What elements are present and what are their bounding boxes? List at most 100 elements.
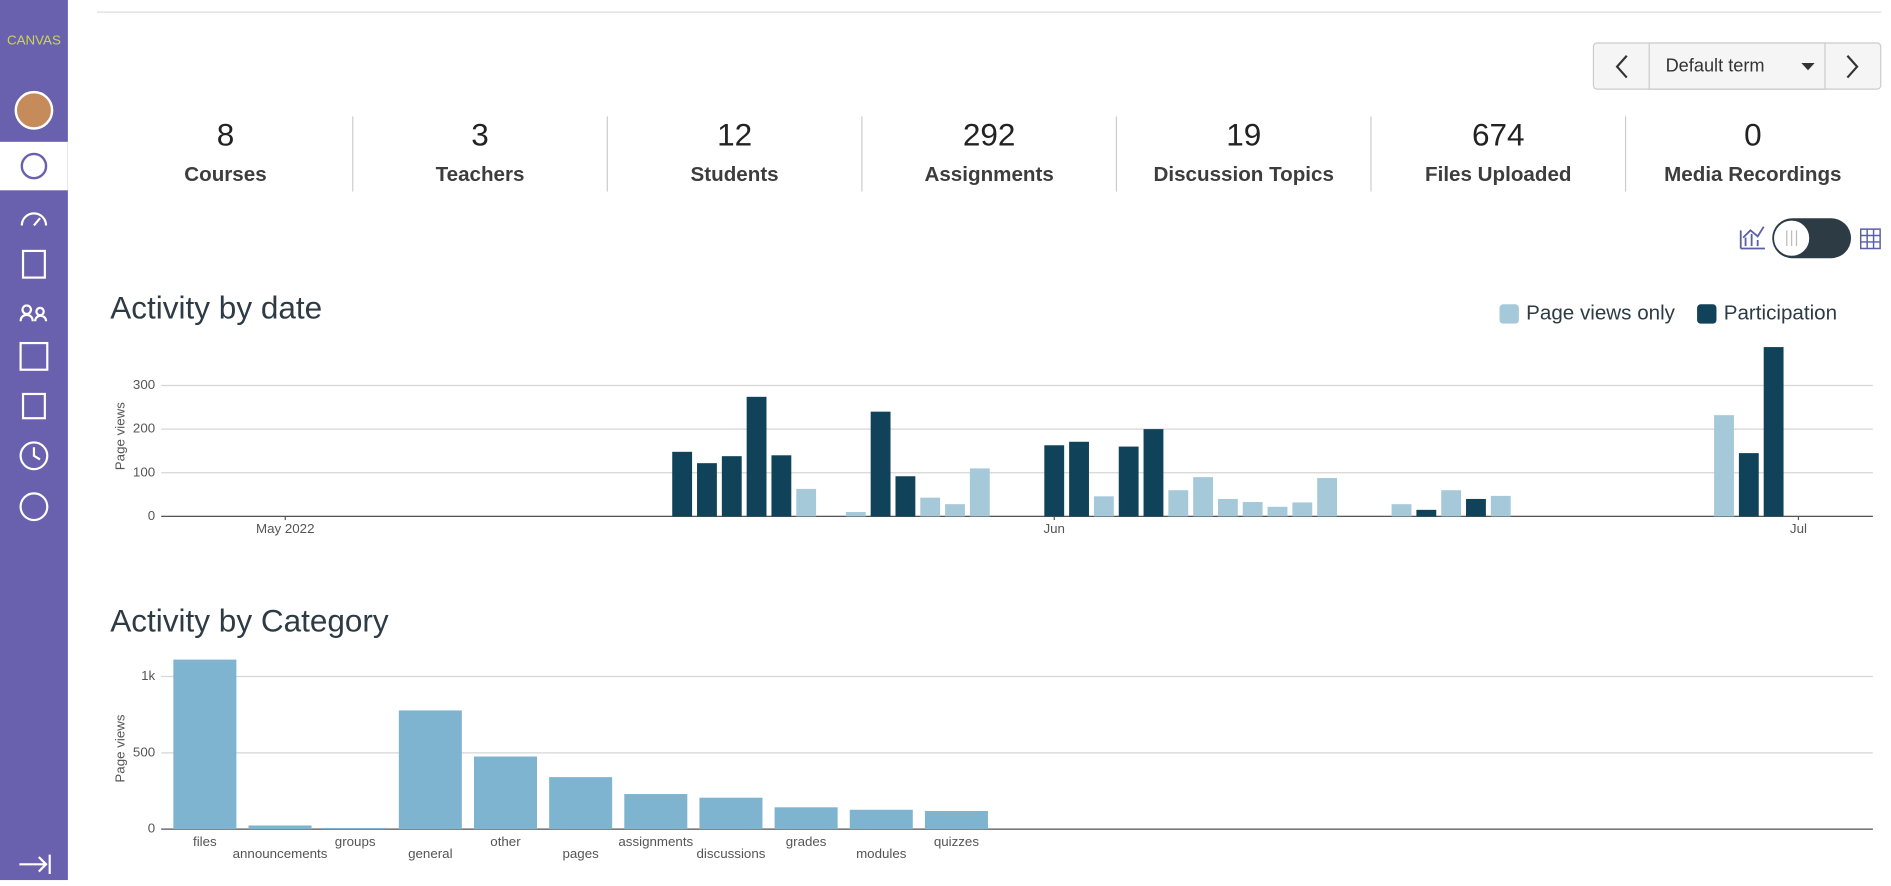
chart-title: Activity by Category [110,602,389,638]
y-tick-label: 0 [148,821,155,836]
courses-icon[interactable] [21,249,46,279]
bar [672,451,693,517]
stat-value: 3 [471,116,489,152]
bar [920,497,941,517]
inbox-icon[interactable] [21,392,46,420]
x-tick-label: Jul [1790,521,1807,536]
legend-swatch [1499,304,1519,324]
y-axis-label: Page views [113,714,128,782]
x-tick-label: discussions [697,846,766,861]
stat-label: Files Uploaded [1425,163,1571,186]
sidebar-icons: CANVAS [0,33,68,874]
calendar-icon[interactable] [19,341,49,371]
y-tick-label: 200 [133,421,155,436]
dropdown-caret [1801,63,1815,71]
bar [1118,446,1139,517]
dashboard-icon[interactable] [20,212,48,227]
y-tick-label: 300 [133,377,155,392]
bar [1217,498,1238,517]
bar [624,794,688,830]
next-term[interactable] [1846,55,1859,79]
bar [398,710,462,830]
avatar[interactable] [14,90,54,130]
bar [1069,441,1089,517]
term-selector[interactable]: Default term [1592,42,1882,90]
bar [924,810,988,830]
stat-label: Courses [184,163,266,186]
bar [969,468,990,517]
admin-icon[interactable] [20,152,48,180]
chart-icon[interactable] [1739,226,1765,250]
collapse-icon[interactable] [19,854,51,874]
bar [721,456,742,517]
y-tick-label: 500 [133,744,155,759]
bar [1466,498,1486,517]
people-icon[interactable] [19,304,48,322]
bar [1391,504,1412,517]
x-tick-label: pages [562,846,599,861]
bar [1292,502,1313,517]
x-tick-label: Jun [1043,521,1065,536]
bar [248,825,312,830]
active-nav[interactable] [0,141,68,191]
view-toggle[interactable] [1739,218,1881,259]
bar [746,396,767,517]
x-tick-label: quizzes [934,834,980,849]
bar [774,807,838,830]
bar [895,476,916,517]
x-tick-label: modules [856,846,907,861]
x-tick-label: general [408,846,453,861]
prev-term[interactable] [1615,55,1628,79]
stat-label: Teachers [436,163,525,186]
x-tick-label: grades [786,834,827,849]
bar [1093,496,1114,517]
help-icon[interactable] [19,492,49,522]
legend-swatch [1697,304,1717,324]
stat-value: 0 [1744,116,1762,152]
bar [945,504,965,517]
bar [1193,477,1214,517]
bar [845,512,866,517]
bar [1267,506,1288,517]
stat-label: Assignments [924,163,1053,186]
clock-hands [32,447,41,461]
bar [1714,415,1734,517]
bar [1317,477,1338,517]
sidebar: CANVAS [0,0,68,881]
stat-value: 674 [1472,116,1525,152]
bar [697,463,717,517]
stat-value: 292 [963,116,1016,152]
bar [323,827,387,830]
bar [1441,490,1462,517]
chart-title: Activity by date [110,290,322,326]
term-select[interactable] [1648,42,1826,90]
table-icon[interactable] [1859,228,1881,250]
term-label: Default term [1666,55,1765,75]
stat-value: 19 [1226,116,1261,152]
stat-label: Media Recordings [1664,163,1841,186]
x-tick-label: other [490,834,521,849]
bar [173,659,237,830]
stat-label: Students [691,163,779,186]
bar [549,777,613,830]
legend-label: Participation [1724,301,1837,324]
bar [771,455,792,517]
stat-value: 8 [217,116,235,152]
bar [699,797,763,830]
legend-label: Page views only [1526,301,1676,324]
x-tick-label: assignments [618,834,693,849]
x-tick-label: groups [335,834,376,849]
bar [1168,490,1189,517]
history-icon[interactable] [19,441,49,471]
y-tick-label: 1k [141,668,155,683]
bar [796,488,817,517]
bar [1738,453,1759,517]
bar [1242,501,1263,517]
bar [1044,445,1065,517]
y-axis-label: Page views [113,402,128,470]
bar [1416,509,1437,517]
logo[interactable]: CANVAS [7,33,61,48]
bar [1490,495,1511,517]
